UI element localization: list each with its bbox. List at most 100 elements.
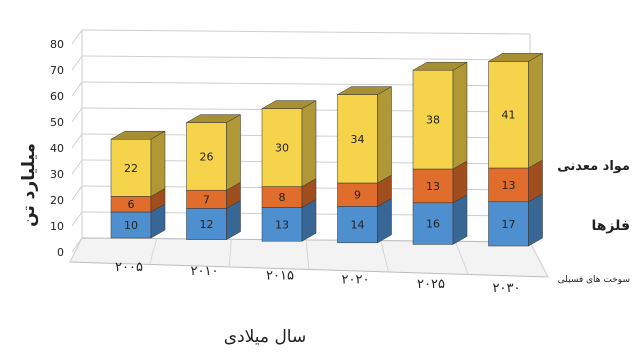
floor-divider (305, 239, 310, 270)
bar-top (110, 130, 166, 140)
bar-front (488, 167, 529, 203)
bar-segment (110, 203, 166, 239)
data-label: 10 (124, 219, 138, 232)
x-tick-label: ۲۰۳۰ (493, 281, 521, 296)
floor-divider (454, 241, 469, 275)
bars-layer (110, 52, 544, 247)
y-tick-label: 60 (50, 90, 64, 103)
labels-layer: 0 10 20 30 40 50 60 70 80 10 6 22 ۲۰۰۵ 12 7 26 ۲۰۱۰ 13 8 30… (50, 38, 630, 296)
bar-segment (336, 86, 393, 184)
data-label: 6 (128, 198, 135, 211)
bar-segment (261, 178, 317, 208)
bar-segment (110, 130, 166, 197)
gridline (81, 55, 531, 61)
bar-segment (412, 160, 468, 204)
side-gridline (71, 55, 83, 71)
side-gridline (71, 159, 83, 175)
bar-front (488, 201, 529, 247)
bar-segment (337, 174, 392, 207)
gridline (81, 29, 531, 35)
bar-top (336, 86, 393, 95)
series-label: مواد معدنی (557, 159, 630, 174)
data-label: 9 (354, 189, 361, 202)
bar-front (488, 61, 529, 169)
bar-side (301, 100, 317, 188)
bar-top (185, 114, 242, 123)
x-tick-label: ۲۰۲۰ (342, 273, 370, 288)
bar-segment (186, 199, 241, 241)
data-label: 13 (502, 179, 516, 192)
bar-segment (487, 52, 544, 169)
bar-top (487, 53, 544, 62)
data-label: 16 (426, 218, 440, 231)
bar-segment (186, 181, 241, 209)
side-gridline (71, 185, 83, 201)
bar-front (337, 206, 378, 244)
y-tick-label: 80 (50, 38, 64, 51)
y-tick-label: 30 (50, 168, 64, 181)
bar-top (261, 100, 317, 109)
data-label: 17 (502, 218, 516, 231)
bar-side (452, 61, 468, 170)
floor-divider (529, 241, 549, 278)
data-label: 38 (426, 114, 440, 127)
bar-segment (185, 114, 242, 191)
data-label: 22 (124, 162, 138, 175)
bar-segment (412, 61, 468, 170)
data-label: 13 (426, 180, 440, 193)
side-gridline (71, 81, 83, 97)
bar-segment (337, 197, 392, 244)
bar-front (261, 207, 303, 242)
data-label: 30 (275, 142, 289, 155)
bar-side (528, 52, 543, 169)
data-label: 26 (200, 150, 214, 163)
side-gridline (71, 211, 83, 227)
data-label: 14 (351, 219, 365, 232)
bar-side (528, 193, 543, 247)
x-tick-label: ۲۰۲۵ (417, 277, 445, 292)
data-label: 8 (279, 191, 286, 204)
floor-divider (380, 240, 390, 273)
data-label: 12 (200, 218, 214, 231)
series-label: سوخت های فسیلی (558, 275, 630, 285)
bar-segment (488, 159, 543, 203)
series-label: فلزها (591, 218, 630, 234)
bar-side (377, 86, 392, 184)
side-gridline (71, 133, 83, 149)
data-label: 41 (502, 109, 516, 122)
data-label: 34 (351, 133, 365, 146)
floor-divider (149, 238, 158, 265)
bar-segment (261, 100, 317, 188)
y-tick-label: 0 (57, 246, 64, 259)
bar-front (261, 108, 303, 187)
side-gridline (71, 29, 83, 45)
bar-segment (488, 193, 543, 247)
y-tick-label: 40 (50, 142, 64, 155)
x-tick-label: ۲۰۱۵ (266, 268, 294, 283)
floor-divider (228, 239, 232, 268)
bar-side (452, 194, 468, 245)
y-axis-title: میلیارد تن (19, 143, 39, 227)
bar-top (412, 61, 468, 71)
bar-side (226, 114, 241, 191)
side-gridline (71, 107, 83, 123)
bar-front (110, 211, 152, 239)
y-tick-label: 10 (50, 220, 64, 233)
x-tick-label: ۲۰۰۵ (115, 260, 143, 275)
bar-front (186, 122, 227, 191)
bar-front (412, 69, 454, 170)
y-tick-label: 50 (50, 116, 64, 129)
x-axis-title: سال میلادی (224, 327, 306, 347)
y-tick-label: 70 (50, 64, 64, 77)
floor-divider (69, 237, 83, 263)
bar-segment (412, 194, 468, 245)
bar-front (186, 208, 227, 240)
x-tick-label: ۲۰۱۰ (191, 264, 219, 279)
bar-front (412, 202, 454, 245)
bar-front (412, 168, 454, 204)
y-tick-label: 20 (50, 194, 64, 207)
bar-side (150, 130, 166, 197)
data-label: 7 (203, 193, 210, 206)
